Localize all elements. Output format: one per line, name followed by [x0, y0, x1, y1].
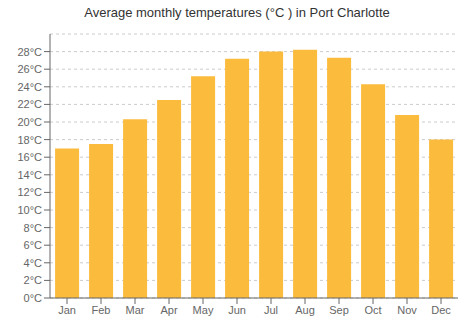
svg-text:18°C: 18°C	[17, 134, 42, 146]
svg-text:Nov: Nov	[397, 304, 417, 316]
svg-text:Feb: Feb	[92, 304, 111, 316]
svg-text:8°C: 8°C	[24, 222, 43, 234]
svg-text:Jun: Jun	[228, 304, 246, 316]
svg-text:16°C: 16°C	[17, 151, 42, 163]
svg-text:10°C: 10°C	[17, 204, 42, 216]
svg-text:28°C: 28°C	[17, 46, 42, 58]
svg-text:Sep: Sep	[329, 304, 349, 316]
svg-text:6°C: 6°C	[24, 239, 43, 251]
svg-text:Dec: Dec	[431, 304, 451, 316]
svg-text:22°C: 22°C	[17, 98, 42, 110]
svg-text:Oct: Oct	[364, 304, 381, 316]
svg-text:24°C: 24°C	[17, 81, 42, 93]
svg-text:Apr: Apr	[160, 304, 177, 316]
svg-text:Jul: Jul	[264, 304, 278, 316]
html-text:Average monthly temperatures (: Average monthly temperatures (°C ) in Po…	[84, 5, 390, 20]
svg-text:20°C: 20°C	[17, 116, 42, 128]
svg-text:26°C: 26°C	[17, 63, 42, 75]
svg-text:May: May	[193, 304, 214, 316]
svg-text:Mar: Mar	[126, 304, 145, 316]
svg-text:Aug: Aug	[295, 304, 315, 316]
svg-text:0°C: 0°C	[24, 292, 43, 304]
svg-text:12°C: 12°C	[17, 186, 42, 198]
svg-text:Jan: Jan	[58, 304, 76, 316]
svg-text:14°C: 14°C	[17, 169, 42, 181]
svg-text:4°C: 4°C	[24, 257, 43, 269]
svg-text:2°C: 2°C	[24, 274, 43, 286]
